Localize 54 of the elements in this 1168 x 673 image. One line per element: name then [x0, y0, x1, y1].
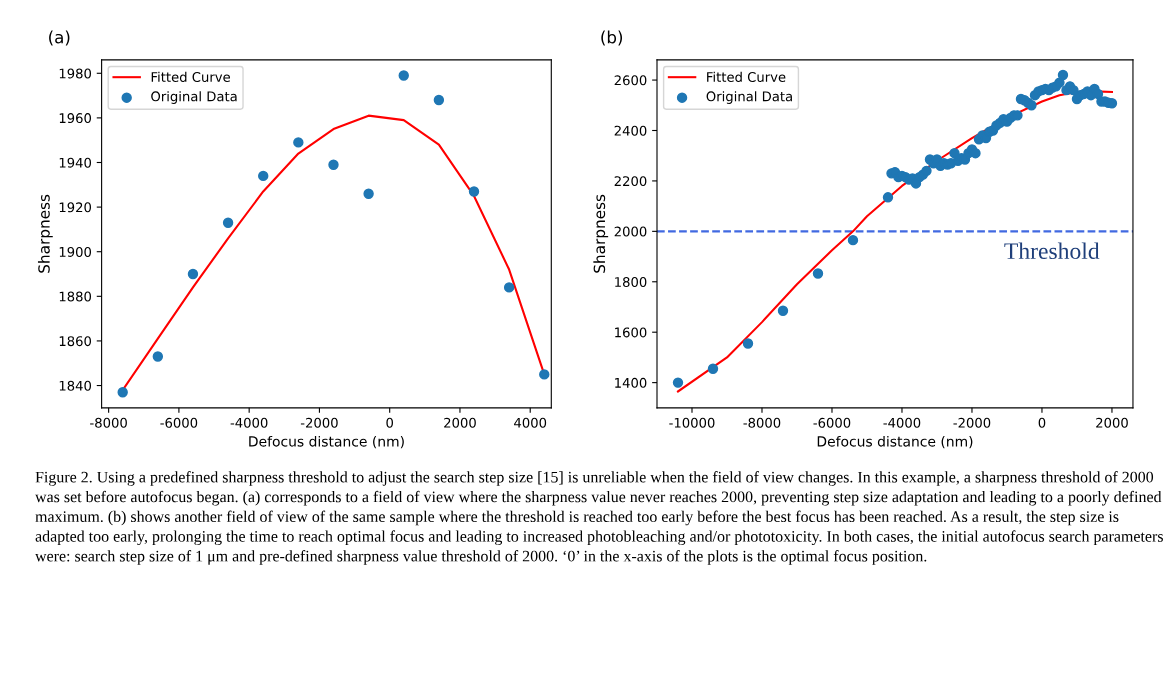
point — [363, 188, 374, 199]
chart-title: (b) — [601, 30, 623, 46]
point — [503, 282, 515, 293]
x-tick-label: -4000 — [230, 417, 268, 428]
y-tick-label: 1940 — [59, 157, 92, 168]
y-tick-label: 1920 — [59, 202, 92, 213]
x-tick-label: -10000 — [669, 417, 715, 428]
point — [468, 186, 480, 197]
y-axis-title: Sharpness — [593, 194, 609, 273]
x-tick-label: -8000 — [90, 417, 127, 428]
point — [117, 387, 128, 398]
x-tick-label: 2000 — [444, 417, 476, 428]
x-tick-label: 4000 — [514, 417, 547, 428]
y-tick-label: 2000 — [614, 226, 647, 237]
ref-line-label: Threshold — [1004, 242, 1100, 260]
y-tick-label: 1600 — [615, 327, 647, 338]
x-tick-label: -4000 — [883, 417, 921, 428]
legend-label: Original Data — [706, 91, 792, 104]
x-tick-label: 2000 — [1096, 417, 1128, 428]
legend-label: Original Data — [151, 91, 237, 104]
y-tick-label: 1880 — [59, 291, 92, 302]
y-tick-label: 1400 — [615, 377, 647, 388]
y-tick-label: 1800 — [615, 276, 647, 287]
y-tick-label: 2400 — [614, 125, 647, 136]
x-tick-label: -6000 — [813, 417, 851, 428]
legend-label: Fitted Curve — [151, 71, 230, 82]
y-tick-label: 1840 — [59, 380, 92, 391]
y-tick-label: 1860 — [59, 336, 92, 347]
point — [258, 170, 269, 182]
legend-label: Fitted Curve — [707, 71, 786, 82]
y-tick-label: 2600 — [614, 75, 647, 86]
point — [293, 137, 304, 148]
x-tick-label: 0 — [386, 417, 394, 428]
x-tick-label: -2000 — [953, 417, 991, 428]
y-tick-label: 1980 — [59, 68, 92, 79]
point — [539, 369, 550, 380]
x-axis-title: Defocus distance (nm) — [249, 435, 404, 449]
x-tick-label: 0 — [1038, 417, 1046, 428]
point — [187, 268, 199, 280]
caption: Figure 2. Using a predefined sharpness threshold to adjust the search step size [15] is unreliable when the field of view changes. In this example, a sharpness threshold of 2000 was set before autofocus began. (a) corresponds to a field of view where the sharpness value never reaches 2000, preventing step size adaptation and leading to a poorly defined maximum. (b) shows another field of view of the same sample where the threshold is reached too early before the best focus has been reached. As a result, the step size is adapted too early, prolonging the time to reach optimal focus and leading to increased photobleaching and/or phototoxicity. In both cases, the initial autofocus search parameters were: search step size of 1 μm and pre-defined sharpness value threshold of 2000. ‘0’ in the x-axis of the plots is the optimal focus position. — [35, 471, 1163, 565]
chart-title: (a) — [49, 30, 70, 46]
point — [398, 70, 409, 81]
x-axis-title: Defocus distance (nm) — [817, 435, 973, 449]
point — [222, 217, 234, 228]
y-tick-label: 1900 — [59, 246, 92, 257]
y-axis-title: Sharpness — [37, 194, 53, 273]
point — [433, 94, 445, 106]
point — [152, 351, 164, 362]
y-tick-label: 2200 — [614, 176, 647, 187]
y-tick-label: 1960 — [59, 113, 92, 124]
x-tick-label: -2000 — [300, 417, 338, 428]
point — [328, 159, 339, 170]
x-tick-label: -6000 — [160, 417, 198, 428]
x-tick-label: -8000 — [743, 417, 781, 428]
